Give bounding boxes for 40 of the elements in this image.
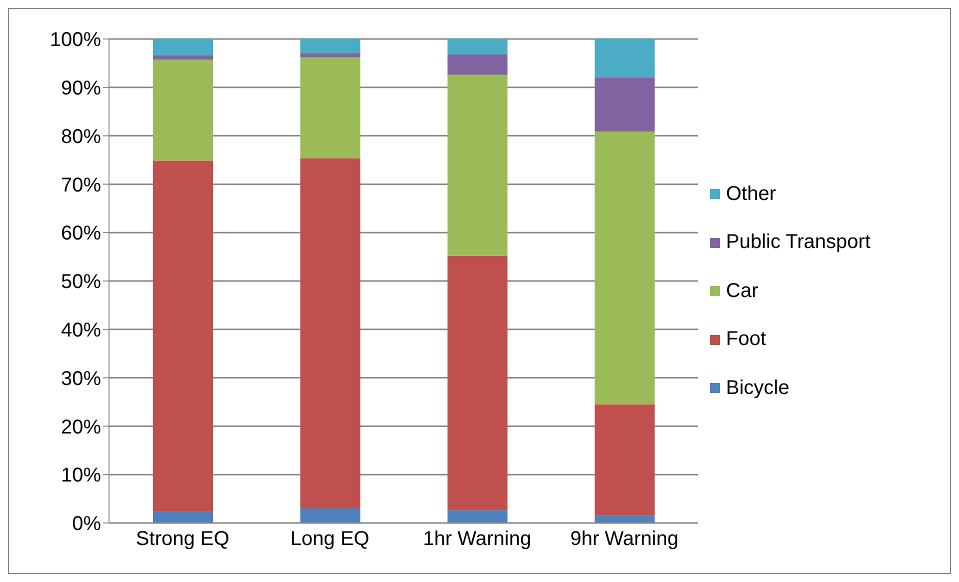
bar (300, 54, 360, 58)
y-tick-label: 10% (60, 464, 102, 487)
legend-label: Bicycle (725, 376, 790, 400)
bar (594, 77, 655, 132)
bar (153, 60, 213, 161)
y-tick-label: 40% (60, 320, 102, 342)
bar (448, 256, 508, 510)
y-tick-label: 70% (60, 174, 102, 196)
legend-label: Car (725, 278, 760, 304)
bar (300, 39, 360, 54)
bar (448, 74, 508, 256)
x-tick-label: 9hr Warning (570, 528, 678, 550)
bar (594, 516, 655, 523)
x-tick-label: Long EQ (290, 528, 370, 550)
bar (300, 158, 360, 508)
x-tick-label: Strong EQ (136, 528, 230, 550)
bar (594, 404, 655, 516)
bar (448, 54, 508, 75)
bar (594, 131, 655, 404)
bar (153, 512, 213, 523)
y-tick-label: 30% (60, 368, 102, 390)
bar (300, 508, 360, 523)
y-tick-label: 0% (72, 513, 102, 536)
bar (153, 160, 213, 512)
bar (153, 39, 213, 56)
bar (448, 39, 508, 54)
x-tick-label: 1hr Warning (423, 528, 532, 550)
bar (153, 55, 213, 60)
y-tick-label: 50% (60, 271, 102, 294)
bar (300, 57, 360, 159)
y-tick-label: 100% (50, 29, 102, 52)
legend-label: Other (725, 182, 778, 206)
y-tick-label: 20% (60, 416, 102, 438)
y-tick-label: 60% (60, 222, 102, 245)
y-tick-label: 80% (60, 126, 102, 148)
bar (594, 39, 655, 78)
legend-label: Public Transport (725, 230, 872, 255)
y-tick-label: 90% (60, 78, 102, 100)
bar (448, 510, 508, 523)
legend-label: Foot (725, 327, 768, 352)
